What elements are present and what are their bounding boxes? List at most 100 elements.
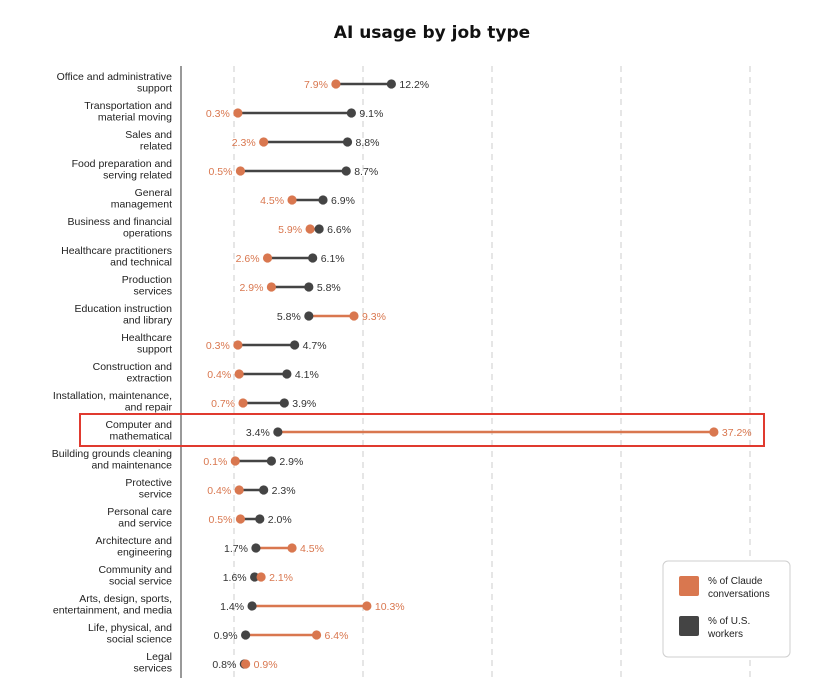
worker-point (304, 282, 314, 292)
category-label: Legal services (133, 651, 172, 675)
category-label: Life, physical, and social science (88, 622, 172, 646)
category-row: Healthcare practitioners and technical 2.6… (61, 245, 345, 269)
legend: % of Claude conversations % of U.S. work… (662, 560, 791, 658)
claude-point (234, 485, 244, 495)
worker-point (386, 79, 396, 89)
worker-point (241, 630, 251, 640)
category-row: Protective service 0.4% 2.3% (125, 477, 295, 501)
worker-value-label: 2.9% (279, 456, 303, 468)
category-row: Office and administrative support 7.9% 12.2… (57, 71, 430, 95)
worker-value-label: 3.9% (292, 398, 316, 410)
worker-point (255, 514, 265, 524)
claude-point (287, 195, 297, 205)
category-row: Community and social service 2.1% 1.6% (98, 564, 293, 588)
claude-value-label: 4.5% (300, 543, 324, 555)
legend-swatch-workers (679, 616, 699, 636)
claude-value-label: 0.9% (254, 659, 278, 671)
category-row: Life, physical, and social science 6.4% 0.9… (88, 622, 349, 646)
worker-value-label: 1.6% (223, 572, 247, 584)
claude-value-label: 0.5% (209, 166, 233, 178)
category-label: Installation, maintenance, and repair (53, 390, 173, 414)
worker-value-label: 1.4% (220, 601, 244, 613)
claude-value-label: 2.1% (269, 572, 293, 584)
worker-value-label: 6.6% (327, 224, 351, 236)
claude-point (262, 253, 273, 263)
claude-point (233, 108, 243, 118)
claude-point (241, 659, 251, 669)
worker-value-label: 6.9% (331, 195, 355, 207)
claude-value-label: 6.4% (325, 630, 349, 642)
worker-point (290, 340, 300, 350)
claude-point (238, 398, 248, 408)
worker-value-label: 6.1% (321, 253, 345, 265)
worker-point (259, 485, 269, 495)
claude-point (256, 572, 266, 582)
claude-value-label: 10.3% (375, 601, 405, 613)
claude-point (331, 79, 341, 89)
category-row: Education instruction and library 9.3% 5.8% (75, 303, 386, 327)
worker-point (282, 369, 292, 379)
worker-point (251, 543, 261, 553)
category-label: Construction and extraction (93, 361, 173, 385)
claude-point (233, 340, 243, 350)
worker-point (308, 253, 318, 263)
claude-value-label: 0.7% (211, 398, 235, 410)
category-label: Education instruction and library (75, 303, 173, 327)
chart-title: AI usage by job type (334, 23, 530, 43)
worker-value-label: 5.8% (317, 282, 341, 294)
worker-point (318, 195, 328, 205)
category-label: Transportation and material moving (84, 100, 172, 124)
category-row: Legal services 0.9% 0.8% (133, 651, 277, 675)
worker-value-label: 12.2% (399, 79, 429, 91)
worker-value-label: 9.1% (359, 108, 383, 120)
legend-label-workers-line1: % of U.S. (708, 616, 750, 627)
legend-label-claude-line1: % of Claude (708, 576, 763, 587)
worker-value-label: 4.1% (295, 369, 319, 381)
claude-point (311, 630, 322, 640)
claude-value-label: 0.4% (207, 369, 231, 381)
worker-point (250, 572, 260, 582)
highlight-box (79, 413, 765, 447)
category-label: General management (111, 187, 172, 211)
category-label: Arts, design, sports, entertainment, and … (53, 593, 172, 617)
claude-value-label: 0.4% (207, 485, 231, 497)
category-row: Construction and extraction 0.4% 4.1% (93, 361, 319, 385)
claude-point (349, 311, 359, 321)
category-row: Computer and mathematical 37.2% 3.4% (105, 419, 751, 443)
worker-point (266, 456, 277, 466)
worker-point (304, 311, 314, 321)
claude-point (709, 427, 719, 437)
claude-value-label: 0.1% (203, 456, 227, 468)
category-label: Food preparation and serving related (72, 158, 173, 182)
claude-value-label: 5.9% (278, 224, 302, 236)
claude-point (287, 543, 297, 553)
category-row: General management 4.5% 6.9% (111, 187, 355, 211)
category-row: Architecture and engineering 4.5% 1.7% (96, 535, 324, 559)
category-label: Healthcare support (121, 332, 172, 356)
category-label: Computer and mathematical (105, 419, 172, 443)
claude-point (234, 369, 244, 379)
legend-swatch-claude (679, 576, 699, 596)
claude-value-label: 37.2% (722, 427, 752, 439)
claude-value-label: 0.3% (206, 108, 230, 120)
worker-point (342, 137, 353, 147)
plot-rows: Office and administrative support 7.9% 12.2… (52, 71, 752, 675)
category-row: Arts, design, sports, entertainment, and … (53, 593, 405, 617)
category-row: Sales and related 2.3% 8.8% (125, 129, 379, 153)
worker-point (314, 224, 324, 234)
worker-value-label: 4.7% (303, 340, 327, 352)
worker-value-label: 5.8% (277, 311, 301, 323)
worker-value-label: 0.8% (212, 659, 236, 671)
category-row: Production services 2.9% 5.8% (122, 274, 341, 298)
claude-point (305, 224, 315, 234)
claude-value-label: 9.3% (362, 311, 386, 323)
worker-point (279, 398, 289, 408)
claude-value-label: 0.5% (209, 514, 233, 526)
claude-value-label: 2.9% (239, 282, 263, 294)
worker-value-label: 8.7% (354, 166, 378, 178)
claude-value-label: 0.3% (206, 340, 230, 352)
claude-point (362, 601, 372, 611)
claude-value-label: 2.6% (236, 253, 260, 265)
category-row: Building grounds cleaning and maintenance… (52, 448, 304, 472)
category-row: Healthcare support 0.3% 4.7% (121, 332, 326, 356)
